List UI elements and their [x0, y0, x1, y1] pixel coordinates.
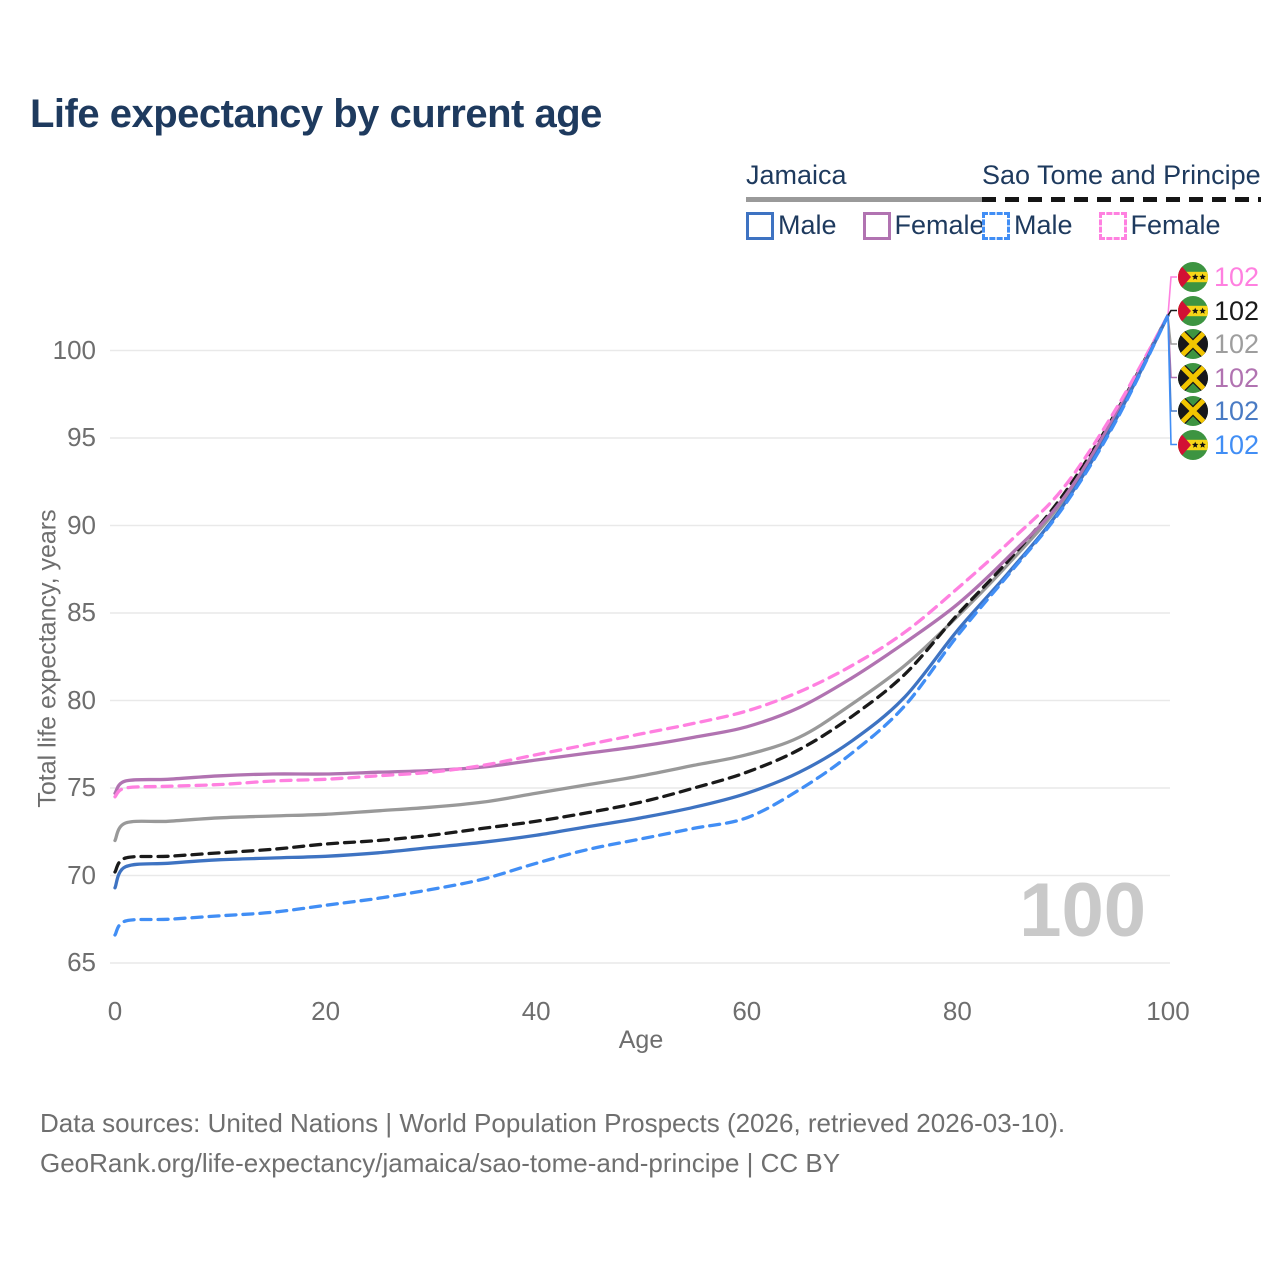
- legend-heading-jamaica: Jamaica: [746, 160, 847, 190]
- sao-tome-flag-icon: [1178, 262, 1208, 292]
- legend-item-sao-tome-female[interactable]: Female: [1098, 210, 1221, 241]
- legend-label-jamaica-male: Male: [778, 210, 837, 240]
- sao-tome-flag-icon: [1178, 429, 1208, 460]
- x-tick-20: 20: [311, 996, 341, 1026]
- jamaica-male-swatch: [746, 211, 774, 240]
- end-value-jamaica-male: 102: [1214, 396, 1260, 426]
- legend-group-sao-tome: Sao Tome and Principe Male Female: [982, 160, 1261, 241]
- end-value-jamaica-female: 102: [1214, 362, 1260, 393]
- series-line-sao-tome-and-principe-total: [113, 313, 1170, 874]
- legend-item-jamaica-female[interactable]: Female: [862, 210, 985, 241]
- series-line-sao-tome-and-principe-male: [113, 313, 1170, 937]
- x-axis-title: Age: [618, 1026, 664, 1054]
- end-value-jamaica-total: 102: [1214, 329, 1260, 359]
- sao-tome-dashed-line-sample: [982, 197, 1261, 202]
- end-label-stp-male: 102: [1178, 429, 1259, 461]
- y-tick-65: 65: [67, 947, 96, 977]
- sao-tome-female-swatch: [1098, 211, 1127, 240]
- page-title: Life expectancy by current age: [30, 92, 602, 136]
- x-tick-80: 80: [942, 996, 972, 1026]
- series-line-jamaica-male: [113, 313, 1170, 890]
- y-tick-70: 70: [67, 859, 96, 890]
- y-tick-95: 95: [67, 422, 96, 452]
- y-tick-100: 100: [52, 334, 96, 365]
- gridlines: [110, 349, 1170, 964]
- y-tick-85: 85: [67, 597, 96, 627]
- end-label-stp-female: 102: [1178, 261, 1259, 293]
- end-label-leader-lines: [1167, 276, 1177, 446]
- legend-label-sao-tome-female: Female: [1130, 210, 1221, 240]
- series-line-jamaica-female: [113, 313, 1170, 795]
- footer-data-sources: Data sources: United Nations | World Pop…: [40, 1108, 1066, 1138]
- x-tick-60: 60: [732, 996, 762, 1026]
- end-value-stp-female: 102: [1214, 262, 1260, 292]
- jamaica-flag-icon: [1178, 329, 1208, 359]
- legend-label-sao-tome-male: Male: [1014, 210, 1073, 240]
- end-label-jamaica-female: 102: [1178, 362, 1259, 394]
- y-tick-90: 90: [67, 509, 96, 540]
- jamaica-solid-line-sample: [746, 197, 985, 202]
- footer-attribution: GeoRank.org/life-expectancy/jamaica/sao-…: [40, 1148, 841, 1178]
- jamaica-flag-icon: [1178, 362, 1208, 393]
- sao-tome-flag-icon: [1178, 295, 1208, 326]
- jamaica-flag-icon: [1178, 396, 1208, 426]
- end-label-jamaica-total: 102: [1178, 328, 1259, 360]
- legend-label-jamaica-female: Female: [894, 210, 985, 240]
- x-tick-0: 0: [107, 996, 123, 1026]
- age-watermark: 100: [1019, 868, 1146, 953]
- legend-group-jamaica: Jamaica Male Female: [746, 160, 985, 241]
- end-label-jamaica-male: 102: [1178, 395, 1259, 427]
- legend-heading-sao-tome: Sao Tome and Principe: [982, 160, 1261, 190]
- y-tick-80: 80: [67, 684, 96, 715]
- x-tick-100: 100: [1146, 996, 1190, 1026]
- end-value-stp-total: 102: [1214, 295, 1260, 326]
- series-line-sao-tome-and-principe-female: [113, 313, 1170, 799]
- legend-item-jamaica-male[interactable]: Male: [746, 210, 837, 241]
- jamaica-female-swatch: [862, 211, 891, 240]
- end-label-stp-total: 102: [1178, 295, 1259, 327]
- y-tick-75: 75: [67, 772, 96, 802]
- legend-item-sao-tome-male[interactable]: Male: [982, 210, 1073, 241]
- sao-tome-male-swatch: [982, 211, 1010, 240]
- x-tick-40: 40: [521, 996, 551, 1026]
- end-value-stp-male: 102: [1214, 429, 1260, 460]
- series-lines: [113, 313, 1170, 937]
- series-line-jamaica-total: [113, 313, 1170, 843]
